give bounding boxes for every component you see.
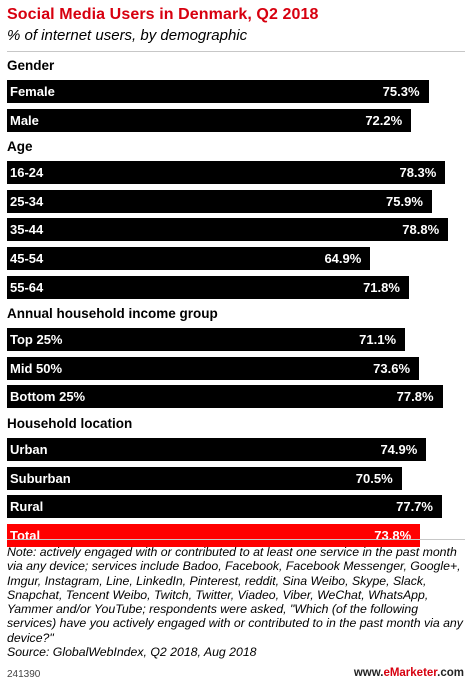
bar-chart: Gender Female 75.3% Male 72.2% Age 16-24 78.3% 2… [7, 58, 449, 547]
data-label: 78.3% [399, 165, 437, 181]
source-text: Source: GlobalWebIndex, Q2 2018, Aug 201… [7, 645, 257, 660]
data-label: 75.9% [386, 193, 423, 209]
brand-prefix: www. [353, 667, 384, 679]
bar-label: Urban [10, 442, 48, 457]
data-label: 71.1% [359, 332, 397, 348]
data-label: 64.9% [324, 251, 362, 266]
bar-label: Male [10, 112, 39, 128]
bar-total: Total [7, 523, 421, 547]
brand-logo: www.eMarketer.com [354, 667, 464, 679]
data-label: 71.8% [363, 279, 400, 295]
bar-label: Bottom 25% [10, 389, 86, 405]
chart-title: Social Media Users in Denmark, Q2 2018 [7, 6, 319, 23]
chart-subtitle: % of internet users, by demographic [7, 27, 248, 44]
bar-label: 55-64 [10, 279, 44, 295]
bar-35-44: 35-44 [7, 218, 449, 242]
bar-female: Female [7, 80, 429, 103]
data-label: 77.7% [396, 499, 433, 515]
data-label: 77.8% [396, 389, 434, 405]
data-label: 70.5% [355, 470, 393, 486]
data-label: 73.8% [374, 527, 412, 543]
top-divider [7, 51, 465, 52]
data-label: 75.3% [382, 84, 420, 99]
bar-label: Female [10, 84, 55, 99]
bar-label: 25-34 [10, 193, 44, 209]
bar-label: Mid 50% [10, 360, 63, 376]
data-label: 73.6% [373, 360, 411, 376]
bar-bottom-25: Bottom 25% [7, 385, 443, 409]
brand-suffix: .com [437, 667, 464, 679]
note-text: Note: actively engaged with or contribut… [7, 545, 463, 645]
bar-rural: Rural [7, 495, 443, 519]
bottom-divider [7, 539, 465, 540]
bar-label: Rural [10, 499, 44, 515]
bar-top-25: Top 25% [7, 328, 406, 352]
bar-16-24: 16-24 [7, 161, 446, 185]
group-label-annual-household-income-group: Annual household income group [7, 306, 218, 322]
bar-suburban: Suburban [7, 466, 402, 490]
bar-label: 35-44 [10, 222, 44, 238]
data-label: 74.9% [380, 442, 418, 457]
bar-label: Total [10, 527, 41, 543]
data-label: 72.2% [365, 112, 403, 128]
bar-25-34: 25-34 [7, 189, 433, 213]
bar-mid-50: Mid 50% [7, 356, 420, 380]
group-label-age: Age [7, 139, 33, 155]
bar-label: Top 25% [10, 332, 63, 348]
data-label: 78.8% [402, 222, 440, 238]
bar-male: Male [7, 108, 412, 132]
bar-label: 16-24 [10, 165, 44, 181]
bar-urban: Urban [7, 438, 427, 461]
brand-name: eMarketer [383, 667, 438, 679]
chart-note: Note: actively engaged with or contribut… [7, 545, 465, 659]
group-label-household-location: Household location [7, 416, 133, 431]
bar-45-54: 45-54 [7, 247, 371, 270]
chart-id: 241390 [7, 669, 41, 680]
bar-55-64: 55-64 [7, 275, 410, 299]
bar-label: Suburban [10, 470, 71, 486]
bar-label: 45-54 [10, 251, 44, 266]
group-label-gender: Gender [7, 58, 55, 73]
